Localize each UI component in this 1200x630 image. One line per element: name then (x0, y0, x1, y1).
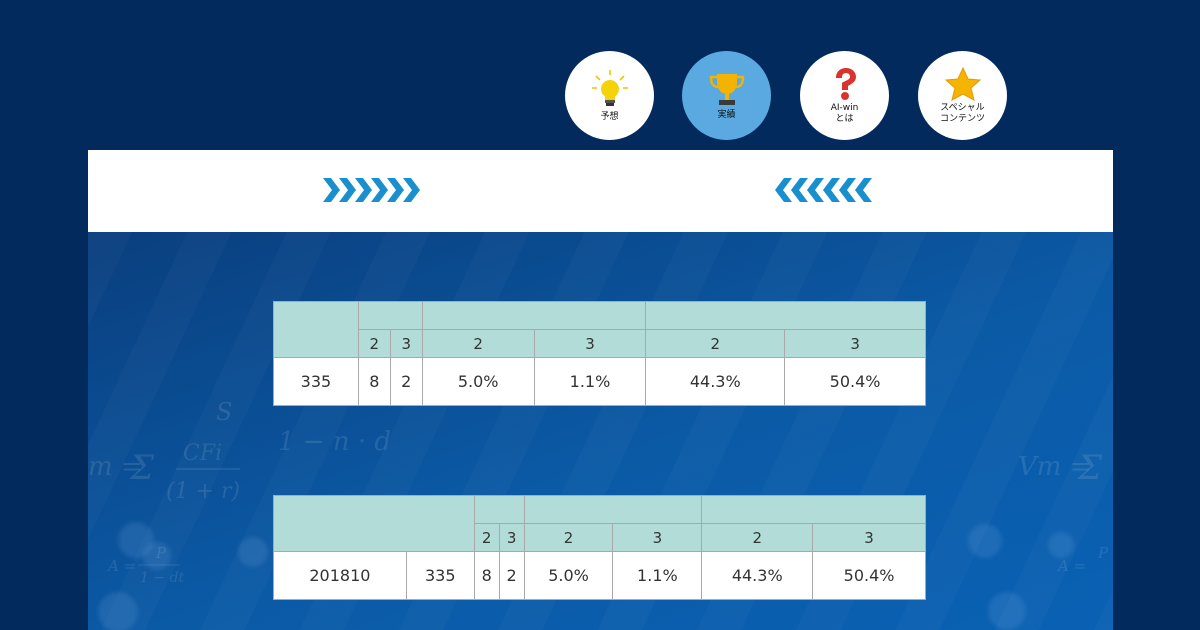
nav-label: 実績 (717, 110, 736, 120)
table-cell: 5.0% (523, 551, 614, 600)
table-header-cell (645, 301, 926, 330)
results-table-1: 2 3 2 3 2 3 335 8 2 5.0% 1.1% 44.3% 50.4… (273, 301, 926, 406)
svg-text:S: S (216, 398, 232, 426)
table-subheader-cell: 2 (701, 523, 814, 552)
table-header-cell (473, 495, 525, 524)
nav-forecast[interactable]: 予想 (565, 51, 654, 140)
chevron-right-icon (323, 178, 420, 202)
svg-text:1 − n · d: 1 − n · d (278, 427, 391, 457)
svg-text:A =: A = (106, 557, 136, 575)
table-header-cell (523, 495, 703, 524)
table-subheader-cell: 2 (523, 523, 614, 552)
nav-label: AI-win とは (830, 102, 859, 124)
nav-special-content[interactable]: スペシャル コンテンツ (918, 51, 1007, 140)
svg-text:1 − dt: 1 − dt (140, 570, 185, 586)
nav-label: 予想 (600, 112, 619, 122)
svg-text:P: P (1097, 544, 1109, 562)
table-header-cell (273, 495, 475, 552)
svg-text:(1 + r): (1 + r) (166, 479, 240, 504)
table-cell: 8 (357, 357, 391, 406)
lightbulb-icon (591, 70, 628, 106)
bokeh-light (988, 592, 1026, 630)
svg-text:Σ: Σ (1076, 448, 1103, 488)
table-subheader-row: 2 3 2 3 2 3 (274, 329, 926, 358)
table-header-cell (701, 495, 926, 524)
table-header-cell (421, 301, 647, 330)
svg-text:P: P (155, 544, 167, 562)
table-cell: 44.3% (645, 357, 786, 406)
star-icon (944, 66, 981, 101)
trophy-icon (709, 74, 744, 105)
nav-results[interactable]: 実績 (682, 51, 771, 140)
svg-text:Σ: Σ (128, 448, 155, 488)
title-banner (88, 150, 1113, 232)
table-cell: 5.0% (421, 357, 535, 406)
bokeh-light (238, 537, 268, 567)
table-cell: 2 (498, 551, 525, 600)
table-cell: 335 (405, 551, 475, 600)
svg-text:CFi: CFi (183, 441, 222, 466)
table-cell: 1.1% (612, 551, 703, 600)
question-mark-icon (835, 67, 856, 100)
svg-text:Vm =: Vm = (1018, 452, 1091, 482)
table-header-cell (357, 301, 423, 330)
bokeh-light (968, 524, 1002, 558)
table-cell: 8 (473, 551, 500, 600)
table-subheader-cell: 3 (784, 329, 926, 358)
nav-label: スペシャル コンテンツ (939, 102, 985, 124)
table-subheader-cell: 3 (498, 523, 525, 552)
table-subheader-cell: 2 (645, 329, 786, 358)
table-subheader-row: 2 3 2 3 2 3 (274, 523, 926, 552)
table-subheader-cell: 2 (357, 329, 391, 358)
bokeh-light (118, 522, 154, 558)
formula-background (88, 232, 1113, 630)
bokeh-light (98, 592, 138, 630)
table-cell: 2 (389, 357, 423, 406)
bokeh-light (143, 542, 171, 570)
table-cell: 50.4% (812, 551, 926, 600)
table-header-row (273, 301, 926, 358)
table-subheader-cell: 3 (389, 329, 423, 358)
table-subheader-cell: 3 (812, 523, 926, 552)
svg-text:m =: m = (88, 452, 143, 482)
formula-decoration: m = Σ CFi (1 + r) A = P 1 − dt 1 − n · d… (88, 398, 1109, 586)
table-cell: 44.3% (701, 551, 814, 600)
svg-text:A =: A = (1056, 557, 1086, 575)
bokeh-light (1048, 532, 1074, 558)
chevron-left-icon (775, 178, 872, 202)
table-subheader-cell: 3 (533, 329, 647, 358)
table-subheader-cell: 2 (473, 523, 500, 552)
table-cell: 335 (273, 357, 359, 406)
results-table-2: 2 3 2 3 2 3 201810 335 8 2 5.0% 1.1% 44.… (273, 495, 926, 600)
table-row: 335 8 2 5.0% 1.1% 44.3% 50.4% (273, 357, 926, 406)
nav-about[interactable]: AI-win とは (800, 51, 889, 140)
table-subheader-cell: 3 (612, 523, 703, 552)
table-row: 201810 335 8 2 5.0% 1.1% 44.3% 50.4% (273, 551, 926, 600)
table-header-cell (273, 301, 359, 358)
table-header-row (273, 495, 926, 552)
table-cell: 50.4% (784, 357, 926, 406)
table-cell: 201810 (273, 551, 407, 600)
table-subheader-cell: 2 (421, 329, 535, 358)
table-cell: 1.1% (533, 357, 647, 406)
